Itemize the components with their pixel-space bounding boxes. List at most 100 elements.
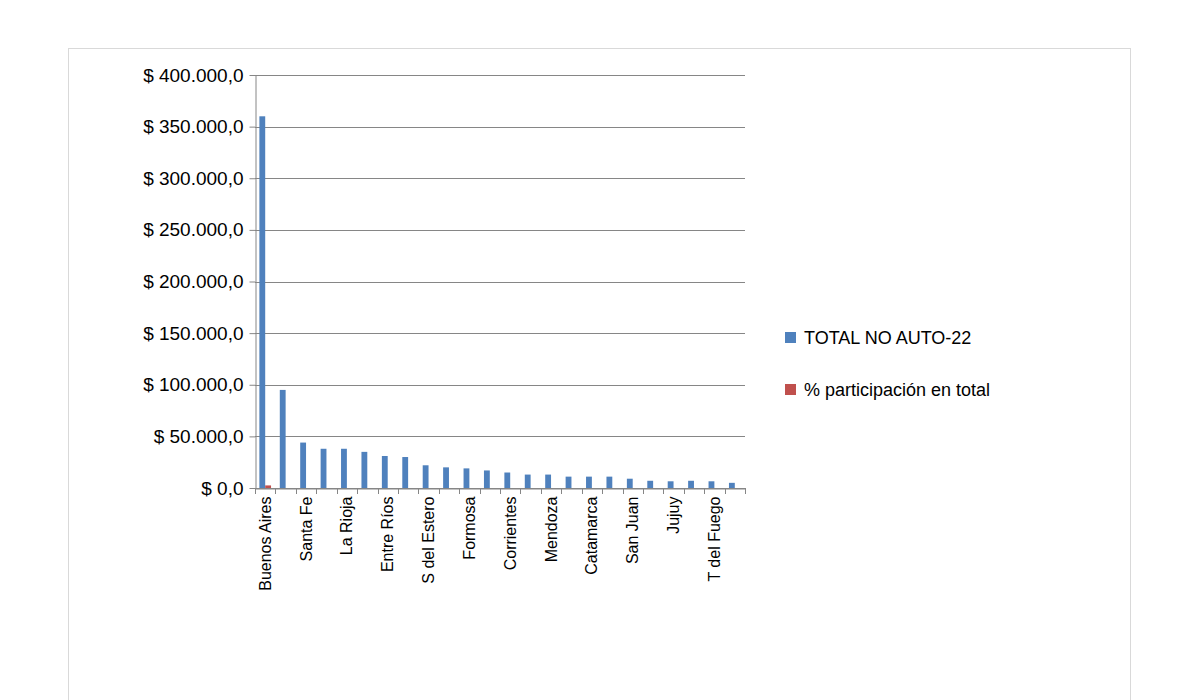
grid-line (255, 385, 745, 386)
y-tick-mark (250, 75, 256, 76)
bar-series (265, 485, 271, 488)
bar (402, 457, 408, 488)
bar (714, 488, 720, 489)
x-tick: San Juan (624, 489, 641, 565)
y-tick: $ 100.000,0 (143, 374, 255, 395)
x-tick: Entre Ríos (379, 489, 396, 573)
y-tick: $ 150.000,0 (143, 323, 255, 344)
x-boundary-tick (684, 488, 685, 494)
x-tick-label: S del Estero (420, 496, 437, 583)
chart: $ 0,0 $ 50.000,0 $ 100.000,0 $ 150.000,0 $ 2… (0, 0, 1200, 700)
bar (586, 477, 592, 488)
y-tick-label: $ 350.000,0 (143, 116, 243, 137)
x-boundary-tick (561, 488, 562, 494)
bar (321, 449, 327, 488)
bar (259, 116, 265, 488)
x-boundary-tick (275, 488, 276, 494)
x-boundary-tick (704, 488, 705, 494)
x-boundary-tick (725, 488, 726, 494)
bar (551, 488, 557, 489)
x-boundary-tick (745, 488, 746, 494)
bar (408, 488, 414, 489)
y-tick: $ 350.000,0 (143, 116, 255, 137)
y-tick-mark (250, 333, 256, 334)
legend-label: TOTAL NO AUTO-22 (804, 328, 971, 348)
y-tick: $ 300.000,0 (143, 168, 255, 189)
x-boundary-tick (378, 488, 379, 494)
legend: TOTAL NO AUTO-22 % participación en total (785, 328, 990, 400)
bar (545, 475, 551, 488)
grid-line (255, 127, 745, 128)
bar (265, 485, 271, 488)
x-boundary-tick (643, 488, 644, 494)
bar (361, 452, 367, 488)
x-tick: La Rioja (338, 489, 355, 556)
y-tick: $ 200.000,0 (143, 271, 255, 292)
bar (694, 488, 700, 489)
bar (504, 473, 510, 488)
x-boundary-tick (500, 488, 501, 494)
x-tick: Mendoza (543, 489, 560, 563)
x-boundary-tick (357, 488, 358, 494)
x-tick-label: Buenos Aires (257, 497, 274, 591)
bar-series (259, 116, 734, 488)
x-boundary-tick (398, 488, 399, 494)
bar (306, 488, 312, 489)
legend-swatch (785, 332, 796, 343)
x-boundary-tick (582, 488, 583, 494)
bar (525, 475, 531, 488)
legend-item: % participación en total (785, 380, 990, 400)
bar (688, 481, 694, 488)
bar (510, 488, 516, 489)
x-tick-label: T del Fuego (706, 496, 723, 581)
bar (674, 488, 680, 489)
bar (429, 488, 435, 489)
x-tick: Catamarca (583, 489, 600, 575)
bar (627, 479, 633, 488)
x-tick-label: Mendoza (543, 496, 560, 562)
y-axis: $ 0,0 $ 50.000,0 $ 100.000,0 $ 150.000,0 $ 2… (143, 65, 256, 499)
x-boundary-tick (316, 488, 317, 494)
x-tick-label: Catamarca (583, 496, 600, 574)
y-axis-line (256, 76, 257, 489)
y-tick-label: $ 250.000,0 (143, 219, 243, 240)
bar (286, 488, 292, 489)
bar (531, 488, 537, 489)
y-tick: $ 250.000,0 (143, 219, 255, 240)
legend-label: % participación en total (804, 380, 990, 400)
y-tick-mark (250, 178, 256, 179)
x-boundary-tick (255, 488, 256, 494)
y-tick-mark (250, 385, 256, 386)
bar (490, 488, 496, 489)
bar (449, 488, 455, 489)
x-boundary-tick (418, 488, 419, 494)
x-boundary-tick (541, 488, 542, 494)
y-tick-mark (250, 127, 256, 128)
y-tick: $ 0,0 (201, 478, 255, 499)
bar (469, 488, 475, 489)
y-tick: $ 50.000,0 (154, 426, 256, 447)
y-tick-label: $ 50.000,0 (154, 426, 244, 447)
bar (464, 468, 470, 488)
x-axis: Buenos Aires Santa Fe La Rioja Entre Ríos S … (256, 489, 746, 591)
grid-line (255, 282, 745, 283)
bar (592, 488, 598, 489)
bar (606, 477, 612, 488)
x-boundary-tick (459, 488, 460, 494)
bar (571, 488, 577, 489)
y-tick-label: $ 150.000,0 (143, 323, 243, 344)
x-boundary-tick (296, 488, 297, 494)
bar (367, 488, 373, 489)
bar (633, 488, 639, 489)
x-tick-label: Jujuy (665, 497, 682, 534)
grid-line (255, 230, 745, 231)
x-tick: T del Fuego (706, 489, 723, 582)
x-tick-label: Entre Ríos (379, 497, 396, 573)
x-tick: Santa Fe (298, 489, 315, 562)
grid-line (255, 75, 745, 76)
bars (259, 116, 734, 488)
x-boundary-tick (663, 488, 664, 494)
grid-line (255, 178, 745, 179)
x-boundary-ticks (256, 488, 746, 494)
x-boundary-tick (439, 488, 440, 494)
